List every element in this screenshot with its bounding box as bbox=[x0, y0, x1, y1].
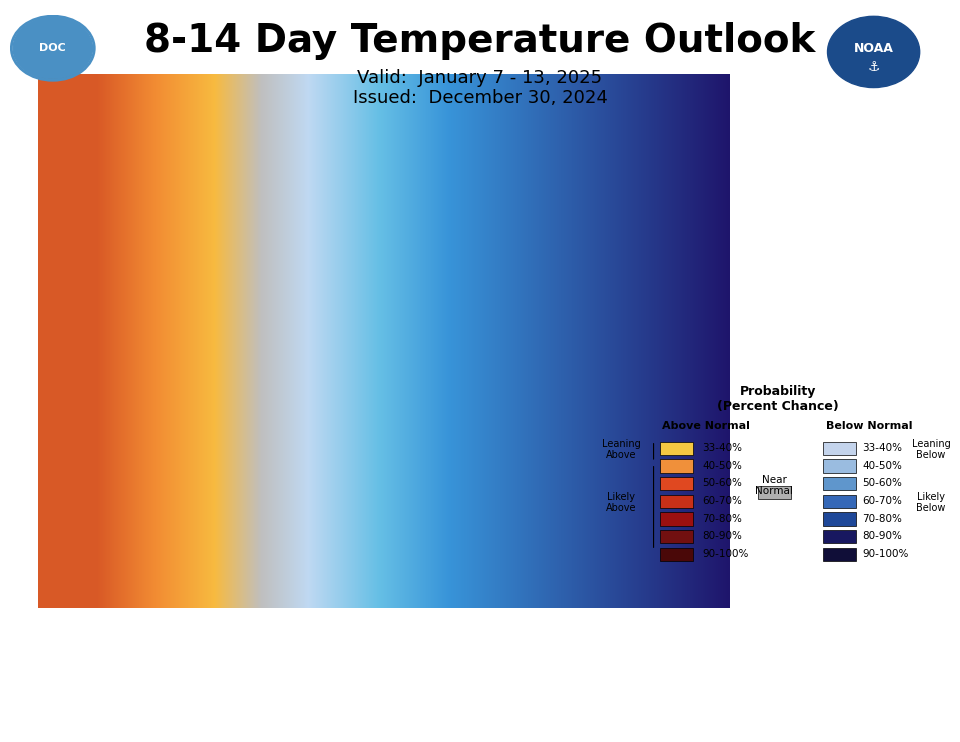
Text: 40-50%: 40-50% bbox=[862, 461, 902, 471]
Bar bbox=[824, 495, 856, 508]
Bar bbox=[824, 441, 856, 455]
Text: 70-80%: 70-80% bbox=[862, 513, 902, 524]
Bar bbox=[758, 486, 791, 499]
Bar bbox=[660, 548, 693, 561]
Text: 60-70%: 60-70% bbox=[862, 496, 902, 506]
Text: 8-14 Day Temperature Outlook: 8-14 Day Temperature Outlook bbox=[144, 22, 816, 60]
Text: Valid:  January 7 - 13, 2025: Valid: January 7 - 13, 2025 bbox=[357, 69, 603, 87]
Text: Leaning
Above: Leaning Above bbox=[602, 439, 640, 460]
Text: Leaning
Below: Leaning Below bbox=[912, 439, 950, 460]
Text: 90-100%: 90-100% bbox=[862, 549, 909, 559]
Text: 80-90%: 80-90% bbox=[703, 531, 742, 542]
Bar bbox=[660, 477, 693, 490]
Text: 40-50%: 40-50% bbox=[703, 461, 742, 471]
Bar bbox=[824, 530, 856, 543]
Text: 50-60%: 50-60% bbox=[703, 479, 742, 488]
Text: 80-90%: 80-90% bbox=[862, 531, 902, 542]
Text: Near
Normal: Near Normal bbox=[756, 475, 793, 496]
Bar bbox=[660, 459, 693, 473]
Bar bbox=[824, 477, 856, 490]
Text: Likely
Below: Likely Below bbox=[917, 492, 946, 513]
Text: ⚓: ⚓ bbox=[867, 60, 880, 73]
Bar bbox=[660, 441, 693, 455]
Text: Below Normal: Below Normal bbox=[826, 421, 912, 431]
Bar bbox=[824, 459, 856, 473]
Text: NOAA: NOAA bbox=[853, 42, 894, 55]
Bar bbox=[660, 530, 693, 543]
Circle shape bbox=[828, 16, 920, 88]
Text: 60-70%: 60-70% bbox=[703, 496, 742, 506]
Text: DOC: DOC bbox=[39, 43, 66, 53]
Bar bbox=[660, 495, 693, 508]
Text: 33-40%: 33-40% bbox=[703, 443, 742, 453]
Bar bbox=[824, 512, 856, 525]
Text: 90-100%: 90-100% bbox=[703, 549, 749, 559]
Text: 50-60%: 50-60% bbox=[862, 479, 902, 488]
Text: Likely
Above: Likely Above bbox=[606, 492, 636, 513]
Text: Issued:  December 30, 2024: Issued: December 30, 2024 bbox=[352, 89, 608, 107]
Text: Above Normal: Above Normal bbox=[661, 421, 750, 431]
Text: Probability
(Percent Chance): Probability (Percent Chance) bbox=[717, 384, 838, 413]
Text: 70-80%: 70-80% bbox=[703, 513, 742, 524]
Circle shape bbox=[13, 18, 92, 79]
Bar bbox=[660, 512, 693, 525]
Text: 33-40%: 33-40% bbox=[862, 443, 902, 453]
Bar bbox=[824, 548, 856, 561]
